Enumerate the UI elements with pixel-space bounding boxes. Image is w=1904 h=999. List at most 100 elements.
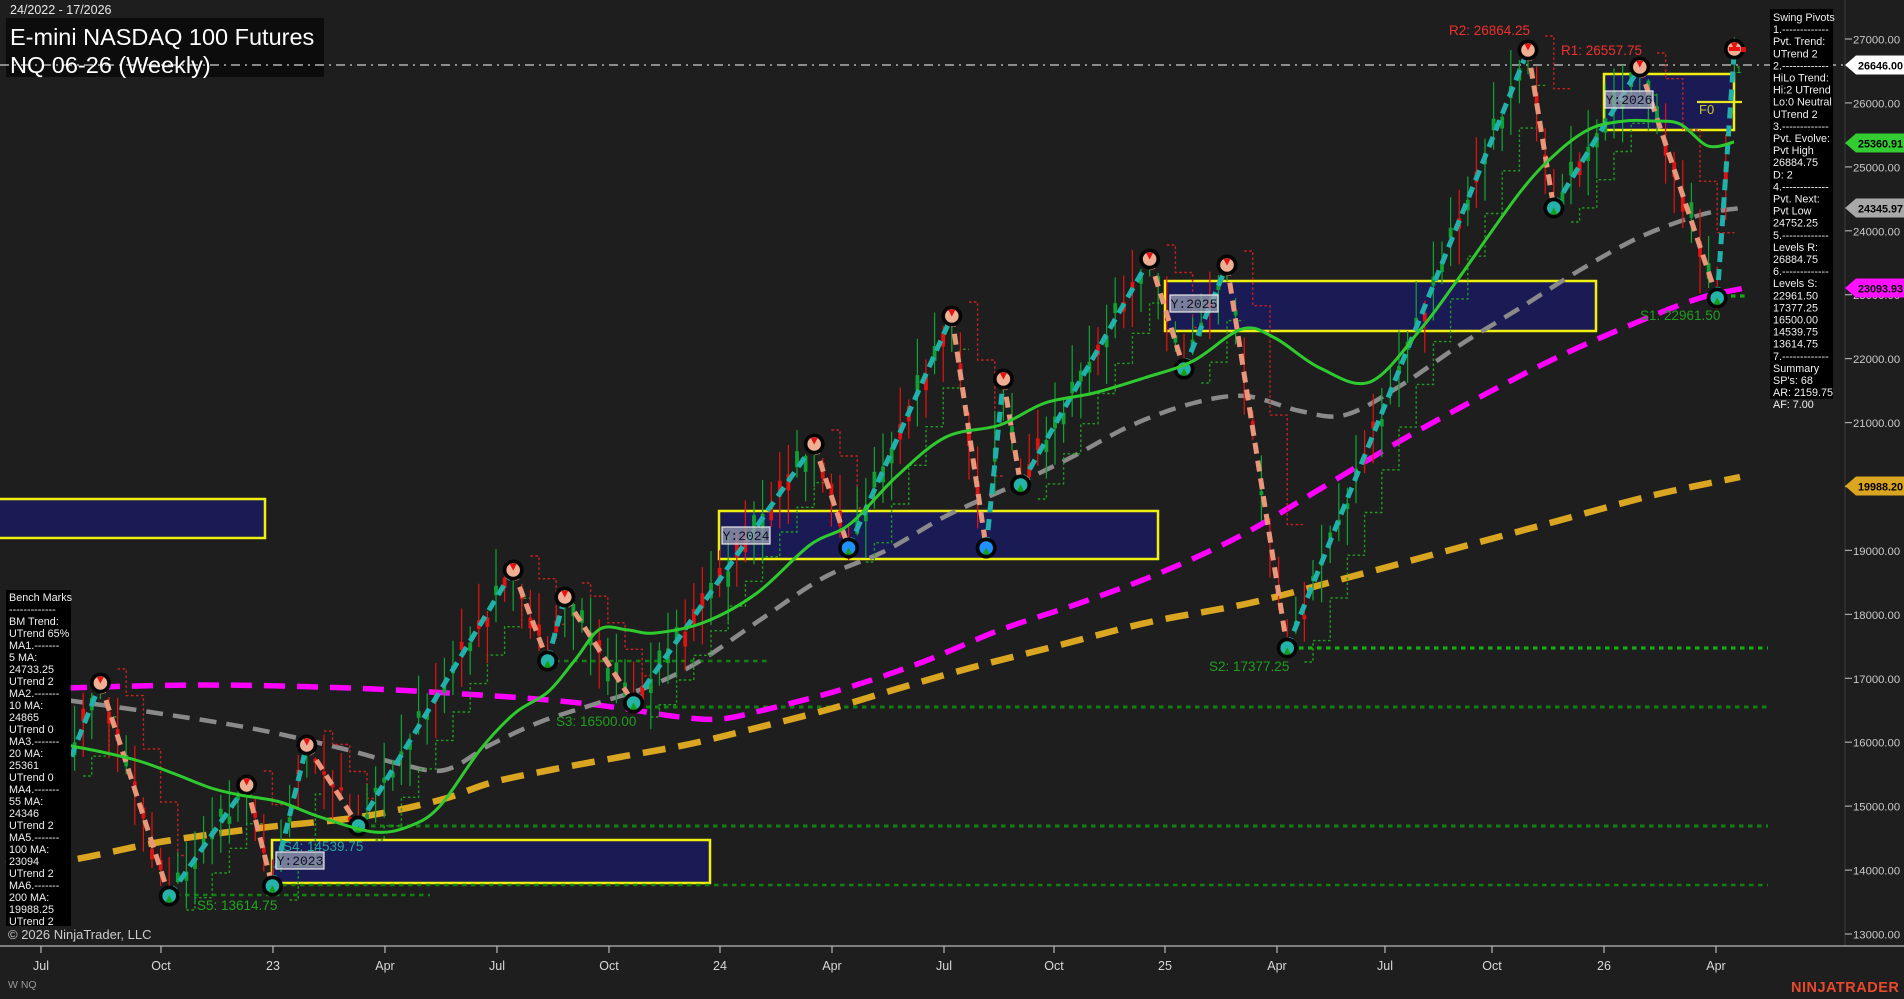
svg-text:Summary: Summary <box>1773 363 1820 375</box>
svg-text:5 MA:: 5 MA: <box>9 652 37 664</box>
svg-text:24865: 24865 <box>9 712 39 724</box>
svg-text:HiLo Trend:: HiLo Trend: <box>1773 73 1829 85</box>
svg-text:S3: 16500.00: S3: 16500.00 <box>556 714 636 729</box>
svg-text:S2: 17377.25: S2: 17377.25 <box>1209 659 1289 674</box>
svg-text:Oct: Oct <box>1482 959 1502 973</box>
svg-text:Oct: Oct <box>151 959 171 973</box>
svg-text:F0: F0 <box>1699 102 1714 117</box>
svg-text:19988.25: 19988.25 <box>9 904 54 916</box>
svg-text:21000.00: 21000.00 <box>1853 418 1900 430</box>
svg-text:S4: 14539.75: S4: 14539.75 <box>283 839 363 854</box>
svg-text:13000.00: 13000.00 <box>1853 930 1900 942</box>
svg-text:MA1.-------: MA1.------- <box>9 640 60 652</box>
svg-text:UTrend 2: UTrend 2 <box>9 916 54 928</box>
svg-text:SP's: 68: SP's: 68 <box>1773 375 1813 387</box>
svg-text:Y:2024: Y:2024 <box>723 529 770 544</box>
svg-text:6.-------------: 6.------------- <box>1773 266 1829 278</box>
svg-text:D: 2: D: 2 <box>1773 169 1793 181</box>
svg-text:22961.50: 22961.50 <box>1773 290 1818 302</box>
svg-text:18000.00: 18000.00 <box>1853 610 1900 622</box>
svg-text:10 MA:: 10 MA: <box>9 700 43 712</box>
svg-text:23093.93: 23093.93 <box>1858 284 1903 296</box>
svg-text:BM Trend:: BM Trend: <box>9 616 59 628</box>
svg-text:UTrend 0: UTrend 0 <box>9 772 54 784</box>
svg-text:Bench Marks: Bench Marks <box>9 592 73 604</box>
svg-text:Y:2025: Y:2025 <box>1171 297 1218 312</box>
svg-text:1.-------------: 1.------------- <box>1773 24 1829 36</box>
svg-text:Y:2026: Y:2026 <box>1606 93 1653 108</box>
svg-text:26000.00: 26000.00 <box>1853 98 1900 110</box>
svg-text:26884.75: 26884.75 <box>1773 254 1818 266</box>
svg-text:S1: 22961.50: S1: 22961.50 <box>1640 308 1720 323</box>
svg-text:UTrend 65%: UTrend 65% <box>9 628 70 640</box>
svg-text:20 MA:: 20 MA: <box>9 748 43 760</box>
svg-text:MA3.-------: MA3.------- <box>9 736 60 748</box>
svg-text:Jul: Jul <box>489 959 505 973</box>
svg-text:14539.75: 14539.75 <box>1773 327 1818 339</box>
svg-text:7.-------------: 7.------------- <box>1773 351 1829 363</box>
svg-text:24: 24 <box>713 959 727 973</box>
svg-text:UTrend 2: UTrend 2 <box>9 868 54 880</box>
svg-text:5.-------------: 5.------------- <box>1773 230 1829 242</box>
svg-text:24752.25: 24752.25 <box>1773 218 1818 230</box>
svg-text:Lo:0 Neutral: Lo:0 Neutral <box>1773 97 1832 109</box>
svg-text:Y:2023: Y:2023 <box>277 854 324 869</box>
svg-text:27000.00: 27000.00 <box>1853 35 1900 47</box>
svg-text:MA5.-------: MA5.------- <box>9 832 60 844</box>
svg-text:Pvt Low: Pvt Low <box>1773 206 1812 218</box>
svg-text:-------------: ------------- <box>9 604 56 616</box>
svg-text:24346: 24346 <box>9 808 39 820</box>
svg-text:16000.00: 16000.00 <box>1853 738 1900 750</box>
svg-text:Apr: Apr <box>375 959 394 973</box>
svg-text:MA4.-------: MA4.------- <box>9 784 60 796</box>
svg-text:W NQ: W NQ <box>8 979 37 991</box>
svg-text:UTrend 2: UTrend 2 <box>9 676 54 688</box>
svg-text:© 2026 NinjaTrader, LLC: © 2026 NinjaTrader, LLC <box>8 927 152 942</box>
svg-text:4.-------------: 4.------------- <box>1773 181 1829 193</box>
svg-text:24000.00: 24000.00 <box>1853 226 1900 238</box>
svg-text:3.-------------: 3.------------- <box>1773 121 1829 133</box>
svg-text:MA6.-------: MA6.------- <box>9 880 60 892</box>
svg-text:24345.97: 24345.97 <box>1858 204 1903 216</box>
svg-text:15000.00: 15000.00 <box>1853 802 1900 814</box>
svg-text:26884.75: 26884.75 <box>1773 157 1818 169</box>
svg-text:UTrend 2: UTrend 2 <box>1773 109 1818 121</box>
svg-text:UTrend 0: UTrend 0 <box>9 724 54 736</box>
svg-text:Jul: Jul <box>33 959 49 973</box>
svg-text:Pvt High: Pvt High <box>1773 145 1814 157</box>
svg-text:25: 25 <box>1158 959 1172 973</box>
svg-text:AF: 7.00: AF: 7.00 <box>1773 399 1814 411</box>
svg-text:200 MA:: 200 MA: <box>9 892 49 904</box>
svg-text:Pvt. Trend:: Pvt. Trend: <box>1773 36 1825 48</box>
svg-text:17377.25: 17377.25 <box>1773 302 1818 314</box>
svg-text:23094: 23094 <box>9 856 39 868</box>
svg-text:Oct: Oct <box>599 959 619 973</box>
svg-text:2.-------------: 2.------------- <box>1773 60 1829 72</box>
svg-text:Apr: Apr <box>1706 959 1725 973</box>
svg-text:NQ 06-26 (Weekly): NQ 06-26 (Weekly) <box>10 52 211 78</box>
svg-text:1: 1 <box>1736 65 1742 76</box>
svg-text:E-mini NASDAQ 100 Futures: E-mini NASDAQ 100 Futures <box>10 24 314 50</box>
svg-text:Jul: Jul <box>1377 959 1393 973</box>
svg-text:55 MA:: 55 MA: <box>9 796 43 808</box>
svg-text:Pvt. Next:: Pvt. Next: <box>1773 194 1820 206</box>
svg-text:R1: 26557.75: R1: 26557.75 <box>1561 43 1642 58</box>
svg-text:AR: 2159.75: AR: 2159.75 <box>1773 387 1833 399</box>
svg-text:17000.00: 17000.00 <box>1853 674 1900 686</box>
svg-text:26: 26 <box>1597 959 1611 973</box>
svg-text:MA2.-------: MA2.------- <box>9 688 60 700</box>
svg-text:25360.91: 25360.91 <box>1858 139 1903 151</box>
svg-text:Oct: Oct <box>1044 959 1064 973</box>
svg-text:Pvt. Evolve:: Pvt. Evolve: <box>1773 133 1830 145</box>
svg-text:Apr: Apr <box>1267 959 1286 973</box>
svg-text:16500.00: 16500.00 <box>1773 315 1818 327</box>
svg-text:14000.00: 14000.00 <box>1853 866 1900 878</box>
svg-text:R2: 26864.25: R2: 26864.25 <box>1449 23 1530 38</box>
svg-text:25000.00: 25000.00 <box>1853 162 1900 174</box>
svg-text:19000.00: 19000.00 <box>1853 546 1900 558</box>
svg-text:Levels S:: Levels S: <box>1773 278 1817 290</box>
svg-text:Swing Pivots: Swing Pivots <box>1773 12 1835 24</box>
svg-text:24/2022 - 17/2026: 24/2022 - 17/2026 <box>10 3 112 17</box>
svg-text:UTrend 2: UTrend 2 <box>9 820 54 832</box>
svg-text:Levels R:: Levels R: <box>1773 242 1818 254</box>
